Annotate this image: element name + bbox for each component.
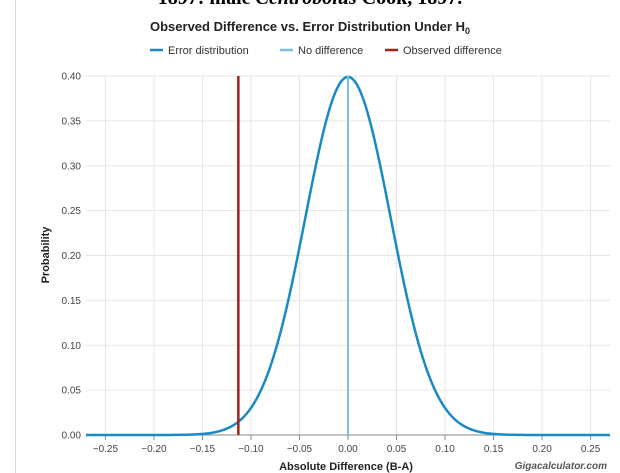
x-tick-label: 0.25 [581,444,601,455]
x-tick-label: 0.20 [532,444,552,455]
y-tick-label: 0.40 [62,72,82,83]
x-tick-label: −0.25 [93,444,119,455]
y-tick-label: 0.20 [62,251,82,262]
x-tick-label: −0.15 [190,444,216,455]
y-tick-label: 0.00 [62,431,82,442]
legend: Error distribution No difference Observed … [150,45,502,57]
series-layer [86,75,610,437]
caption-genus: Centrobolus [256,0,357,9]
legend-label-observed-difference: Observed difference [403,45,502,57]
caption-part-1: 1897: male [158,0,256,9]
legend-label-no-difference: No difference [298,45,363,57]
x-tick-label: −0.20 [141,444,167,455]
left-border-rule [15,0,16,473]
figure-caption: 1897: male Centrobolus Cook, 1897. [0,0,620,10]
y-axis-title: Probability [40,226,52,284]
legend-label-error-distribution: Error distribution [168,45,249,57]
chart-title: Observed Difference vs. Error Distributi… [150,19,470,36]
y-tick-label: 0.35 [62,116,82,127]
y-tick-label: 0.05 [62,386,82,397]
credit-text: Gigacalculator.com [515,461,607,472]
x-axis-title: Absolute Difference (B-A) [279,461,413,473]
y-tick-label: 0.30 [62,161,82,172]
y-axis: 0.00 0.05 0.10 0.15 0.20 0.25 0.30 0.35 0.40 [62,72,82,442]
y-tick-label: 0.25 [62,206,82,217]
caption-part-3: Cook, 1897. [357,0,463,9]
chart-title-text: Observed Difference vs. Error Distributi… [150,19,465,34]
chart-title-subscript: 0 [465,26,470,36]
y-tick-label: 0.15 [62,296,82,307]
x-tick-label: 0.15 [484,444,504,455]
y-tick-label: 0.10 [62,341,82,352]
x-tick-label: −0.05 [287,444,313,455]
x-tick-label: 0.05 [387,444,407,455]
x-axis: −0.25 −0.20 −0.15 −0.10 −0.05 0.00 0.05 0.10 0.1… [86,434,610,455]
x-tick-label: −0.10 [238,444,264,455]
x-tick-label: 0.00 [338,444,358,455]
x-tick-label: 0.10 [435,444,455,455]
